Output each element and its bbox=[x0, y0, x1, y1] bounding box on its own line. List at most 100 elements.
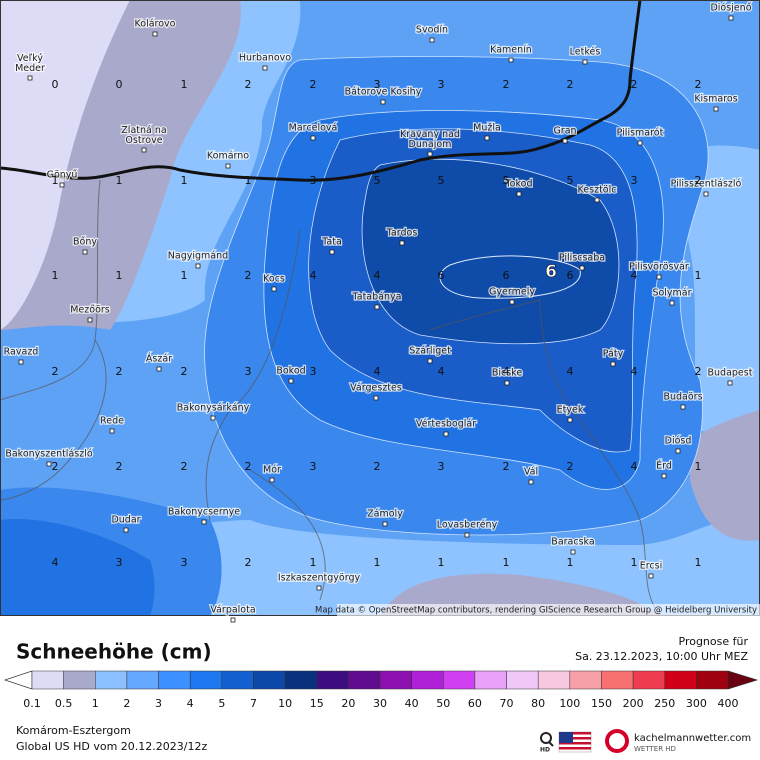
grid-value: 1 bbox=[52, 174, 59, 187]
place-dot bbox=[271, 286, 277, 292]
contour-1 bbox=[685, 145, 760, 435]
legend-label: 3 bbox=[155, 697, 162, 710]
legend-label: 250 bbox=[654, 697, 675, 710]
place-label: Kismaros bbox=[694, 94, 737, 105]
place-dot bbox=[156, 366, 162, 372]
legend-label: 1 bbox=[92, 697, 99, 710]
place-label: Iszkaszentgyörgy bbox=[278, 573, 361, 584]
place-label: Diósjenő bbox=[710, 3, 751, 14]
place-dot bbox=[374, 304, 380, 310]
attribution: Map data © OpenStreetMap contributors, r… bbox=[315, 606, 757, 616]
place-dot bbox=[648, 573, 654, 579]
grid-value: 2 bbox=[567, 460, 574, 473]
grid-value: 1 bbox=[116, 269, 123, 282]
grid-value: 2 bbox=[245, 460, 252, 473]
legend-label: 30 bbox=[373, 697, 387, 710]
place-label: Solymár bbox=[652, 288, 691, 299]
grid-value: 4 bbox=[374, 269, 381, 282]
place-label: Gran bbox=[553, 126, 576, 137]
legend-label: 10 bbox=[278, 697, 292, 710]
places: Kolárovo Svodín Diósjenő Hurbanovo Kamenín Le… bbox=[2, 1, 754, 623]
place-label: Várpalota bbox=[210, 605, 255, 616]
legend-title: Schneehöhe (cm) bbox=[16, 640, 212, 664]
grid-value: 6 bbox=[567, 269, 574, 282]
map: Map data © OpenStreetMap contributors, r… bbox=[0, 0, 760, 623]
legend-label: 100 bbox=[559, 697, 580, 710]
place-dot bbox=[703, 191, 709, 197]
place-label: Bőny bbox=[73, 237, 97, 248]
place-dot bbox=[46, 461, 52, 467]
place-dot bbox=[427, 358, 433, 364]
place-label: Bokod bbox=[276, 366, 305, 377]
place-label: Kravany nad Dunajom bbox=[400, 129, 460, 150]
place-dot bbox=[669, 300, 675, 306]
legend-label: 60 bbox=[468, 697, 482, 710]
place-label: Bakonysárkány bbox=[177, 403, 250, 414]
brand-name[interactable]: kachelmannwetter.com bbox=[634, 733, 751, 744]
colorbar: 0.1 0.5 1 2 3 4 5 7 10 15 20 30 40 50 60 70 80 100 150 200 2… bbox=[3, 670, 759, 710]
place-dot bbox=[269, 477, 275, 483]
legend-swatch bbox=[189, 670, 223, 690]
grid-value: 4 bbox=[567, 365, 574, 378]
model-run: Global US HD vom 20.12.2023/12z bbox=[16, 740, 207, 753]
legend-swatch bbox=[95, 670, 128, 690]
legend-swatch bbox=[126, 670, 159, 690]
place-label: Budaörs bbox=[663, 392, 702, 403]
place-dot bbox=[27, 75, 33, 81]
place-label: Gönyű bbox=[47, 170, 78, 181]
place-label: Mezőörs bbox=[70, 305, 110, 316]
legend-label: 20 bbox=[341, 697, 355, 710]
place-dot bbox=[727, 380, 733, 386]
grid-value: 2 bbox=[695, 174, 702, 187]
place-dot bbox=[484, 135, 490, 141]
legend-label: 200 bbox=[623, 697, 644, 710]
search-icon bbox=[548, 741, 554, 747]
grid-value: 1 bbox=[52, 269, 59, 282]
place-label: Letkés bbox=[570, 47, 601, 58]
legend-label: 80 bbox=[531, 697, 545, 710]
place-label: Komárno bbox=[207, 151, 249, 162]
place-label: Gyermely bbox=[489, 287, 535, 298]
attribution-bg bbox=[337, 604, 760, 616]
search-icon[interactable] bbox=[540, 732, 552, 744]
place-dot bbox=[610, 361, 616, 367]
legend-swatch bbox=[537, 670, 571, 690]
legend-swatch bbox=[443, 670, 476, 690]
legend-label: 4 bbox=[187, 697, 194, 710]
grid-value: 3 bbox=[374, 78, 381, 91]
place-label: Veľký Meder bbox=[15, 53, 45, 74]
place-dot bbox=[262, 65, 268, 71]
place-label: Bakonycsernye bbox=[168, 507, 240, 518]
place-dot bbox=[464, 532, 470, 538]
flag-icon[interactable] bbox=[558, 731, 592, 753]
place-label: Rede bbox=[100, 416, 124, 427]
grid-value: 1 bbox=[116, 174, 123, 187]
place-dot bbox=[728, 15, 734, 21]
legend-swatch bbox=[601, 670, 634, 690]
place-label: Tardos bbox=[386, 228, 418, 239]
place-dot bbox=[582, 59, 588, 65]
place-label: Tatabánya bbox=[352, 292, 402, 303]
place-label: Zlatná na Ostrove bbox=[121, 125, 166, 146]
legend-swatch bbox=[253, 670, 286, 690]
grid-value: 1 bbox=[503, 556, 510, 569]
place-label: Vértesboglár bbox=[416, 419, 476, 430]
grid-value: 5 bbox=[438, 174, 445, 187]
country-border bbox=[0, 0, 642, 182]
grid-value: 4 bbox=[631, 269, 638, 282]
grid-value: 0 bbox=[116, 78, 123, 91]
grid-value: 2 bbox=[695, 78, 702, 91]
place-label: Pilismarót bbox=[617, 128, 664, 139]
legend-swatch bbox=[506, 670, 539, 690]
place-dot bbox=[567, 417, 573, 423]
legend-label: 5 bbox=[218, 697, 225, 710]
legend-swatch bbox=[411, 670, 444, 690]
grid-value: 2 bbox=[503, 460, 510, 473]
grid-value: 1 bbox=[631, 556, 638, 569]
grid-value: 3 bbox=[631, 174, 638, 187]
legend-label: 50 bbox=[436, 697, 450, 710]
grid-value: 1 bbox=[695, 269, 702, 282]
place-dot bbox=[329, 249, 335, 255]
grid-value: 2 bbox=[631, 78, 638, 91]
